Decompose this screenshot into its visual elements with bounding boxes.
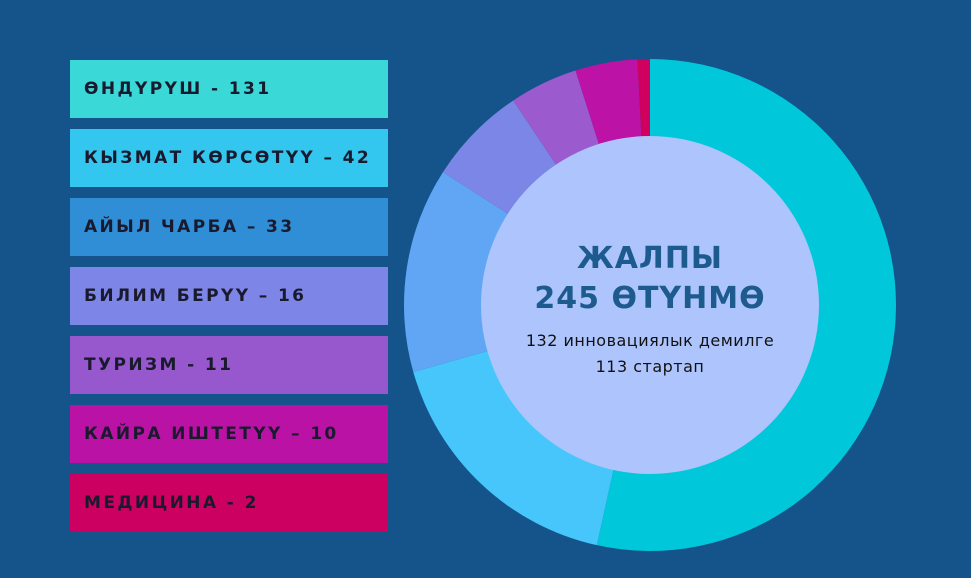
- center-subtitle-line1: 132 инновациялык демилге: [526, 331, 774, 350]
- center-title-line2: 245 ӨТҮНМӨ: [534, 281, 765, 316]
- center-subtitle-line2: 113 стартап: [596, 357, 705, 376]
- center-title-line1: ЖАЛПЫ: [577, 241, 723, 276]
